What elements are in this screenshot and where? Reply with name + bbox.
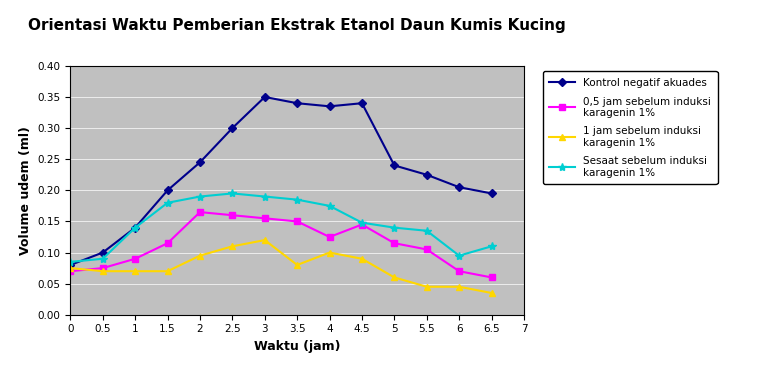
1 jam sebelum induksi
karagenin 1% [487, 291, 497, 295]
1 jam sebelum induksi
karagenin 1% [98, 269, 107, 273]
Kontrol negatif akuades [325, 104, 334, 108]
1 jam sebelum induksi
karagenin 1% [389, 275, 399, 280]
Sesaat sebelum induksi
karagenin 1% [389, 225, 399, 230]
0,5 jam sebelum induksi
karagenin 1% [357, 222, 367, 227]
Sesaat sebelum induksi
karagenin 1% [260, 194, 270, 199]
Kontrol negatif akuades [98, 250, 107, 255]
Sesaat sebelum induksi
karagenin 1% [357, 220, 367, 225]
1 jam sebelum induksi
karagenin 1% [196, 253, 205, 258]
1 jam sebelum induksi
karagenin 1% [454, 285, 464, 289]
Kontrol negatif akuades [292, 101, 302, 105]
Sesaat sebelum induksi
karagenin 1% [98, 257, 107, 261]
Sesaat sebelum induksi
karagenin 1% [163, 201, 172, 205]
1 jam sebelum induksi
karagenin 1% [292, 263, 302, 267]
0,5 jam sebelum induksi
karagenin 1% [196, 210, 205, 214]
Sesaat sebelum induksi
karagenin 1% [454, 253, 464, 258]
Sesaat sebelum induksi
karagenin 1% [131, 225, 140, 230]
1 jam sebelum induksi
karagenin 1% [422, 285, 432, 289]
X-axis label: Waktu (jam): Waktu (jam) [254, 340, 340, 353]
0,5 jam sebelum induksi
karagenin 1% [389, 241, 399, 245]
Kontrol negatif akuades [422, 172, 432, 177]
1 jam sebelum induksi
karagenin 1% [163, 269, 172, 273]
1 jam sebelum induksi
karagenin 1% [357, 257, 367, 261]
0,5 jam sebelum induksi
karagenin 1% [163, 241, 172, 245]
1 jam sebelum induksi
karagenin 1% [325, 250, 334, 255]
Kontrol negatif akuades [389, 163, 399, 168]
Kontrol negatif akuades [454, 185, 464, 190]
Kontrol negatif akuades [228, 126, 237, 130]
0,5 jam sebelum induksi
karagenin 1% [292, 219, 302, 224]
Sesaat sebelum induksi
karagenin 1% [487, 244, 497, 249]
Y-axis label: Volume udem (ml): Volume udem (ml) [19, 126, 32, 255]
Kontrol negatif akuades [163, 188, 172, 193]
Line: Kontrol negatif akuades: Kontrol negatif akuades [67, 94, 494, 268]
0,5 jam sebelum induksi
karagenin 1% [131, 257, 140, 261]
0,5 jam sebelum induksi
karagenin 1% [66, 269, 75, 273]
Kontrol negatif akuades [260, 95, 270, 99]
1 jam sebelum induksi
karagenin 1% [66, 266, 75, 270]
Legend: Kontrol negatif akuades, 0,5 jam sebelum induksi
karagenin 1%, 1 jam sebelum ind: Kontrol negatif akuades, 0,5 jam sebelum… [543, 71, 718, 184]
0,5 jam sebelum induksi
karagenin 1% [98, 266, 107, 270]
0,5 jam sebelum induksi
karagenin 1% [325, 235, 334, 239]
0,5 jam sebelum induksi
karagenin 1% [454, 269, 464, 273]
Sesaat sebelum induksi
karagenin 1% [66, 260, 75, 264]
0,5 jam sebelum induksi
karagenin 1% [260, 216, 270, 220]
Kontrol negatif akuades [131, 225, 140, 230]
Sesaat sebelum induksi
karagenin 1% [422, 228, 432, 233]
Line: Sesaat sebelum induksi
karagenin 1%: Sesaat sebelum induksi karagenin 1% [66, 189, 496, 266]
1 jam sebelum induksi
karagenin 1% [228, 244, 237, 249]
Sesaat sebelum induksi
karagenin 1% [292, 198, 302, 202]
Line: 0,5 jam sebelum induksi
karagenin 1%: 0,5 jam sebelum induksi karagenin 1% [67, 209, 494, 280]
Kontrol negatif akuades [196, 160, 205, 164]
1 jam sebelum induksi
karagenin 1% [260, 238, 270, 242]
Sesaat sebelum induksi
karagenin 1% [196, 194, 205, 199]
Text: Orientasi Waktu Pemberian Ekstrak Etanol Daun Kumis Kucing: Orientasi Waktu Pemberian Ekstrak Etanol… [28, 18, 566, 33]
1 jam sebelum induksi
karagenin 1% [131, 269, 140, 273]
Line: 1 jam sebelum induksi
karagenin 1%: 1 jam sebelum induksi karagenin 1% [67, 237, 495, 296]
Sesaat sebelum induksi
karagenin 1% [228, 191, 237, 195]
0,5 jam sebelum induksi
karagenin 1% [228, 213, 237, 217]
0,5 jam sebelum induksi
karagenin 1% [487, 275, 497, 280]
Sesaat sebelum induksi
karagenin 1% [325, 203, 334, 208]
Kontrol negatif akuades [357, 101, 367, 105]
0,5 jam sebelum induksi
karagenin 1% [422, 247, 432, 252]
Kontrol negatif akuades [487, 191, 497, 195]
Kontrol negatif akuades [66, 263, 75, 267]
